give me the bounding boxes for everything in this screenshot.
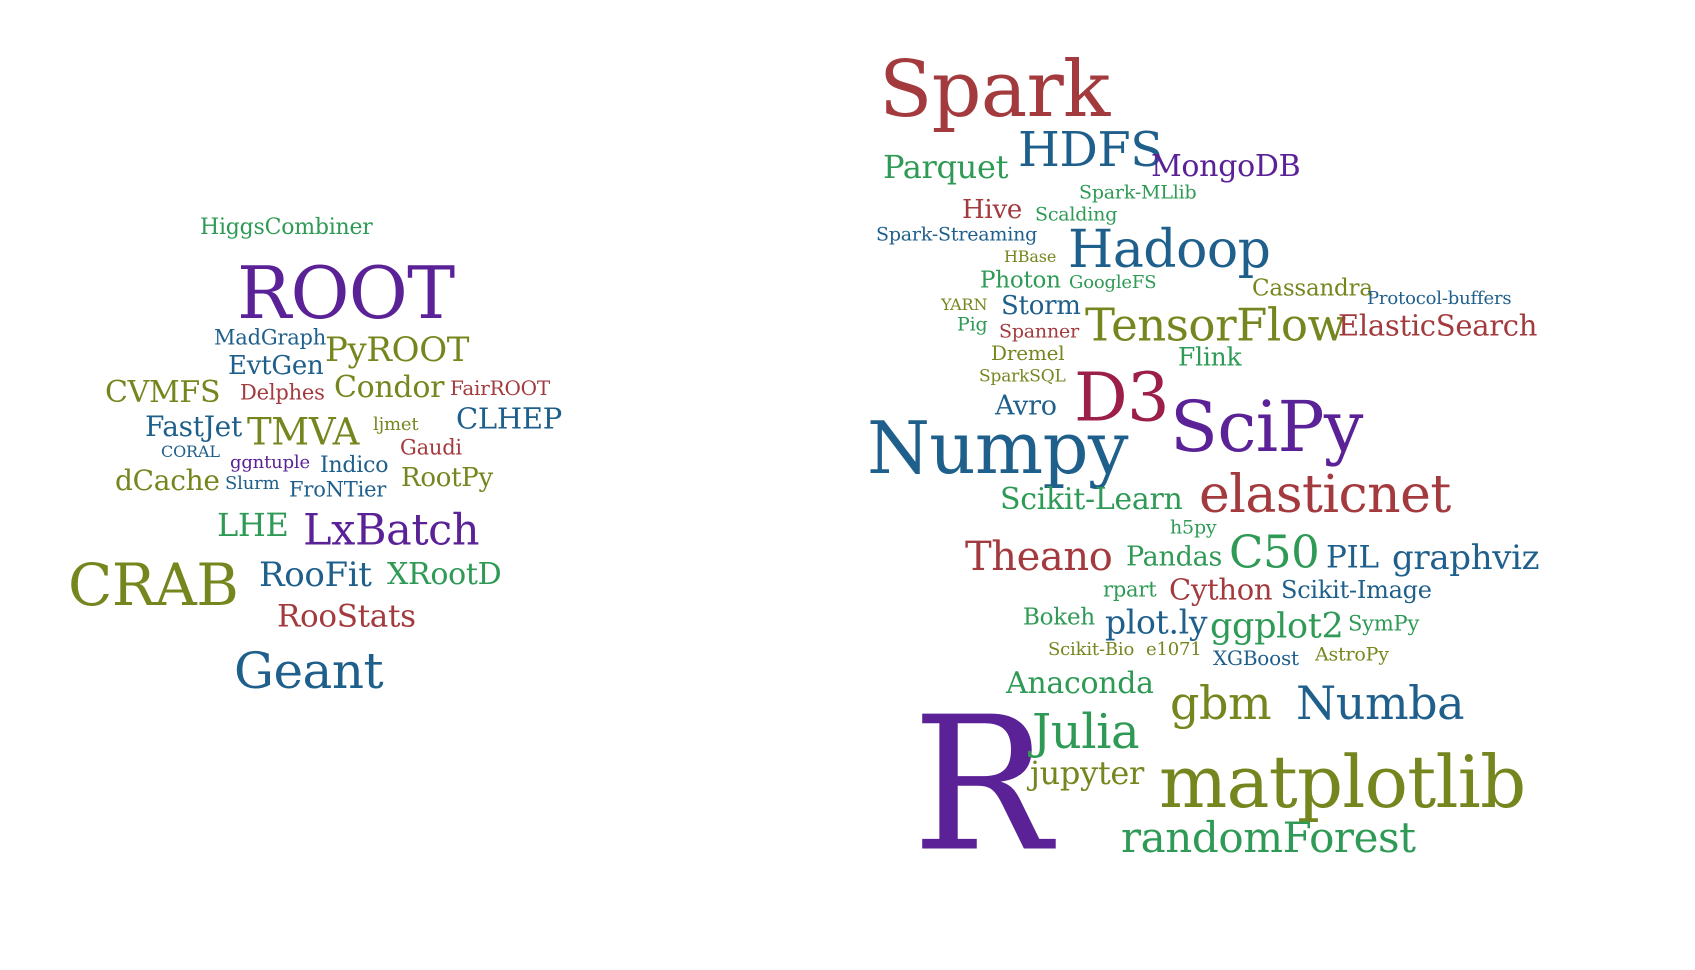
- word-photon: Photon: [980, 267, 1061, 294]
- word-rpart: rpart: [1103, 577, 1157, 602]
- word-hadoop: Hadoop: [1068, 220, 1271, 280]
- word-hive: Hive: [962, 195, 1023, 225]
- word-clhep: CLHEP: [456, 401, 562, 436]
- word-anaconda: Anaconda: [1006, 666, 1154, 701]
- word-theano: Theano: [965, 534, 1113, 580]
- word-higgscombiner: HiggsCombiner: [200, 215, 373, 240]
- word-dremel: Dremel: [991, 341, 1065, 365]
- word-delphes: Delphes: [240, 380, 325, 405]
- word-root: ROOT: [237, 251, 455, 335]
- word-condor: Condor: [334, 370, 445, 405]
- word-sparksql: SparkSQL: [979, 366, 1066, 387]
- word-tmva: TMVA: [247, 410, 360, 454]
- word-d3: D3: [1074, 358, 1170, 437]
- word-coral: CORAL: [161, 442, 220, 461]
- word-spark: Spark: [879, 45, 1110, 135]
- word-numpy: Numpy: [867, 406, 1129, 490]
- word-bokeh: Bokeh: [1023, 604, 1095, 631]
- word-ggplot2: ggplot2: [1210, 606, 1344, 647]
- word-h5py: h5py: [1170, 516, 1217, 539]
- word-dcache: dCache: [115, 464, 220, 497]
- word-matplotlib: matplotlib: [1159, 740, 1526, 824]
- word-r: R: [912, 676, 1051, 893]
- word-spark-streaming: Spark-Streaming: [876, 223, 1038, 246]
- word-graphviz: graphviz: [1392, 538, 1540, 578]
- word-pil: PIL: [1326, 539, 1379, 576]
- word-astropy: AstroPy: [1315, 643, 1389, 666]
- word-plot-ly: plot.ly: [1105, 602, 1208, 642]
- word-scikit-bio: Scikit-Bio: [1048, 639, 1135, 660]
- word-fastjet: FastJet: [145, 410, 242, 443]
- word-yarn: YARN: [941, 295, 988, 314]
- word-mongodb: MongoDB: [1151, 149, 1301, 184]
- word-hbase: HBase: [1004, 247, 1057, 266]
- word-storm: Storm: [1001, 291, 1081, 321]
- word-pyroot: PyROOT: [325, 330, 470, 370]
- word-slurm: Slurm: [225, 473, 280, 494]
- word-c50: C50: [1229, 525, 1320, 579]
- word-rootpy: RootPy: [401, 463, 493, 493]
- word-scikit-learn: Scikit-Learn: [1000, 482, 1183, 517]
- word-madgraph: MadGraph: [214, 325, 327, 350]
- word-cython: Cython: [1169, 572, 1273, 607]
- word-lhe: LHE: [217, 506, 289, 544]
- word-spanner: Spanner: [999, 320, 1079, 343]
- word-roofit: RooFit: [259, 555, 372, 595]
- word-parquet: Parquet: [883, 148, 1009, 186]
- word-sympy: SymPy: [1348, 611, 1420, 636]
- word-googlefs: GoogleFS: [1069, 272, 1157, 293]
- word-fairroot: FairROOT: [450, 376, 550, 400]
- word-hdfs: HDFS: [1018, 122, 1163, 178]
- word-protocol-buffers: Protocol-buffers: [1367, 288, 1512, 309]
- word-geant: Geant: [234, 642, 384, 700]
- word-elasticsearch: ElasticSearch: [1338, 308, 1538, 343]
- word-flink: Flink: [1178, 342, 1242, 372]
- word-crab: CRAB: [68, 551, 239, 619]
- word-randomforest: randomForest: [1121, 813, 1416, 862]
- word-pig: Pig: [957, 313, 988, 336]
- word-numba: Numba: [1296, 676, 1465, 730]
- word-evtgen: EvtGen: [228, 351, 324, 381]
- word-e1071: e1071: [1146, 639, 1202, 660]
- word-xgboost: XGBoost: [1213, 646, 1299, 670]
- word-roostats: RooStats: [277, 598, 416, 635]
- word-indico: Indico: [320, 453, 389, 478]
- word-gbm: gbm: [1170, 676, 1272, 730]
- word-scikit-image: Scikit-Image: [1281, 576, 1432, 604]
- word-gaudi: Gaudi: [400, 435, 462, 460]
- data-science-software-word-cloud: Spark HDFS Parquet MongoDB Spark-MLlib Hive Sc…: [820, 0, 1695, 970]
- word-pandas: Pandas: [1126, 541, 1223, 573]
- word-scipy: SciPy: [1170, 386, 1363, 468]
- word-elasticnet: elasticnet: [1199, 465, 1451, 525]
- word-jupyter: jupyter: [1030, 754, 1144, 792]
- hep-software-word-cloud: HiggsCombiner ROOT MadGraph PyROOT EvtGen CVM…: [0, 0, 820, 970]
- word-cvmfs: CVMFS: [105, 375, 221, 410]
- word-avro: Avro: [995, 390, 1057, 422]
- word-lxbatch: LxBatch: [303, 505, 480, 556]
- word-cassandra: Cassandra: [1252, 275, 1373, 302]
- word-scalding: Scalding: [1035, 203, 1118, 226]
- word-frontier: FroNTier: [289, 477, 387, 502]
- word-xrootd: XRootD: [387, 557, 502, 592]
- word-tensorflow: TensorFlow: [1085, 298, 1346, 352]
- word-ggntuple: ggntuple: [230, 452, 310, 473]
- word-spark-mllib: Spark-MLlib: [1079, 181, 1197, 204]
- word-ljmet: ljmet: [373, 414, 419, 435]
- word-julia: Julia: [1032, 704, 1140, 760]
